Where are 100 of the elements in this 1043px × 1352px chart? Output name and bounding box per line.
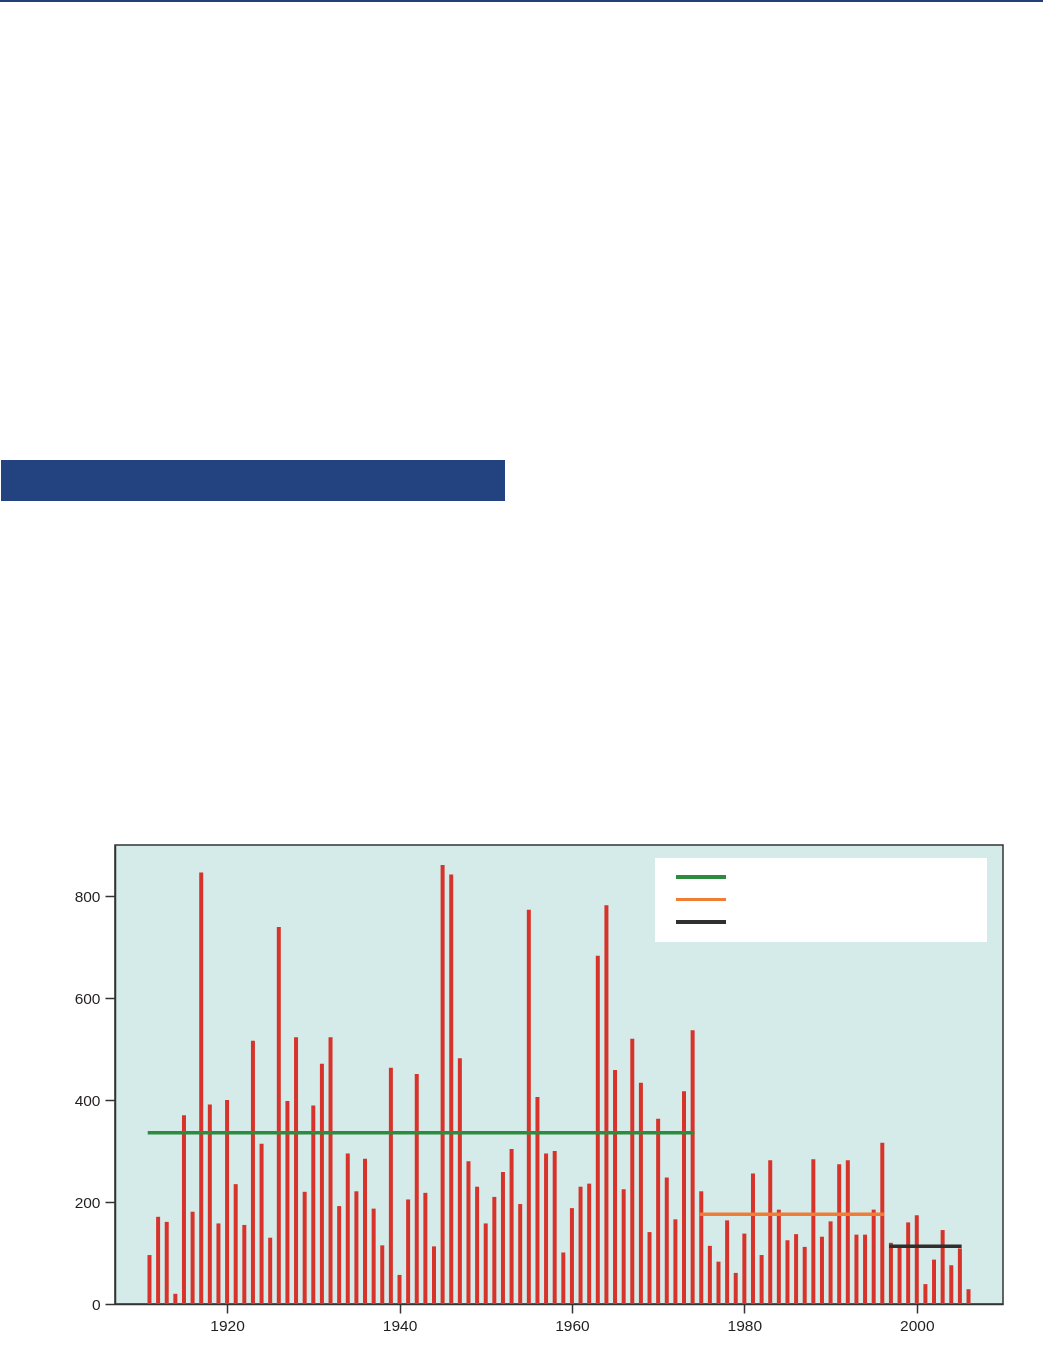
bar (328, 1037, 333, 1304)
y-tick-label: 800 (74, 887, 101, 905)
y-tick-label: 200 (74, 1193, 101, 1211)
bar (742, 1233, 747, 1304)
bar (690, 1030, 695, 1304)
bar (569, 1208, 574, 1304)
bar (845, 1160, 850, 1304)
bar (337, 1206, 342, 1304)
bar (785, 1240, 790, 1304)
bar (294, 1037, 299, 1304)
bar (388, 1067, 393, 1304)
bar (509, 1148, 514, 1304)
bar (932, 1259, 937, 1304)
x-tick-label: 1980 (727, 1316, 763, 1334)
bar (854, 1234, 859, 1304)
bar (276, 927, 281, 1304)
bar (750, 1173, 755, 1304)
bar (302, 1191, 307, 1304)
bar (242, 1224, 247, 1304)
bar (828, 1221, 833, 1304)
bar (475, 1186, 480, 1304)
bar (923, 1284, 928, 1304)
bar (354, 1191, 359, 1304)
bar (397, 1274, 402, 1304)
bar (880, 1142, 885, 1304)
y-tick-label: 400 (74, 1091, 101, 1109)
bar (259, 1143, 264, 1304)
bar (733, 1272, 738, 1304)
y-tick-label: 0 (91, 1295, 101, 1313)
bar (914, 1215, 919, 1304)
bar (431, 1246, 436, 1304)
bar (207, 1104, 212, 1304)
bar (190, 1211, 195, 1304)
bar (638, 1082, 643, 1304)
bar (363, 1158, 368, 1304)
bar (156, 1216, 161, 1304)
bar (811, 1159, 816, 1304)
bar (794, 1234, 799, 1304)
bar (233, 1184, 238, 1304)
bar (380, 1245, 385, 1304)
bar (957, 1248, 962, 1304)
x-tick-label: 1940 (382, 1316, 418, 1334)
bar (268, 1237, 273, 1304)
bar (707, 1245, 712, 1304)
bar (466, 1161, 471, 1304)
bar (319, 1063, 324, 1304)
y-tick-label: 600 (74, 989, 101, 1007)
bar (682, 1091, 687, 1304)
bar (819, 1236, 824, 1304)
bar (656, 1118, 661, 1304)
bar (371, 1208, 376, 1304)
bar (199, 872, 204, 1304)
bar (492, 1196, 497, 1304)
x-tick-label: 2000 (900, 1316, 935, 1334)
bar (664, 1177, 669, 1304)
bar (250, 1040, 255, 1304)
bar (225, 1100, 230, 1304)
bar (181, 1115, 186, 1304)
bar (871, 1209, 876, 1304)
bar (613, 1069, 618, 1304)
bar (440, 864, 445, 1304)
bar (544, 1153, 549, 1304)
bar (630, 1038, 635, 1304)
bar (173, 1293, 178, 1304)
bar (837, 1164, 842, 1304)
bar (457, 1058, 462, 1304)
bar (414, 1073, 419, 1304)
bar (768, 1160, 773, 1304)
bar (604, 905, 609, 1304)
bar (285, 1101, 290, 1304)
bar (147, 1255, 152, 1304)
bar (518, 1204, 523, 1304)
bar (595, 955, 600, 1304)
x-tick-label: 1920 (210, 1316, 246, 1334)
bar (949, 1265, 954, 1304)
bar (716, 1261, 721, 1304)
bar (888, 1242, 893, 1304)
bar (759, 1255, 764, 1304)
bar (725, 1220, 730, 1304)
bar (802, 1246, 807, 1304)
bar (535, 1096, 540, 1304)
bar (897, 1245, 902, 1304)
bar (526, 909, 531, 1304)
bar (552, 1151, 557, 1304)
bar (449, 874, 454, 1304)
bar (164, 1221, 169, 1304)
bar (423, 1192, 428, 1304)
bar (500, 1171, 505, 1304)
bar (483, 1223, 488, 1304)
bar (587, 1183, 592, 1304)
bar (863, 1234, 868, 1304)
x-tick-label: 1960 (555, 1316, 591, 1334)
bar (966, 1289, 971, 1304)
bar (311, 1105, 316, 1304)
bar (940, 1230, 945, 1304)
bar (906, 1222, 911, 1304)
bar (578, 1186, 583, 1304)
bar (406, 1199, 411, 1304)
bar (561, 1252, 566, 1304)
bar (216, 1223, 221, 1304)
